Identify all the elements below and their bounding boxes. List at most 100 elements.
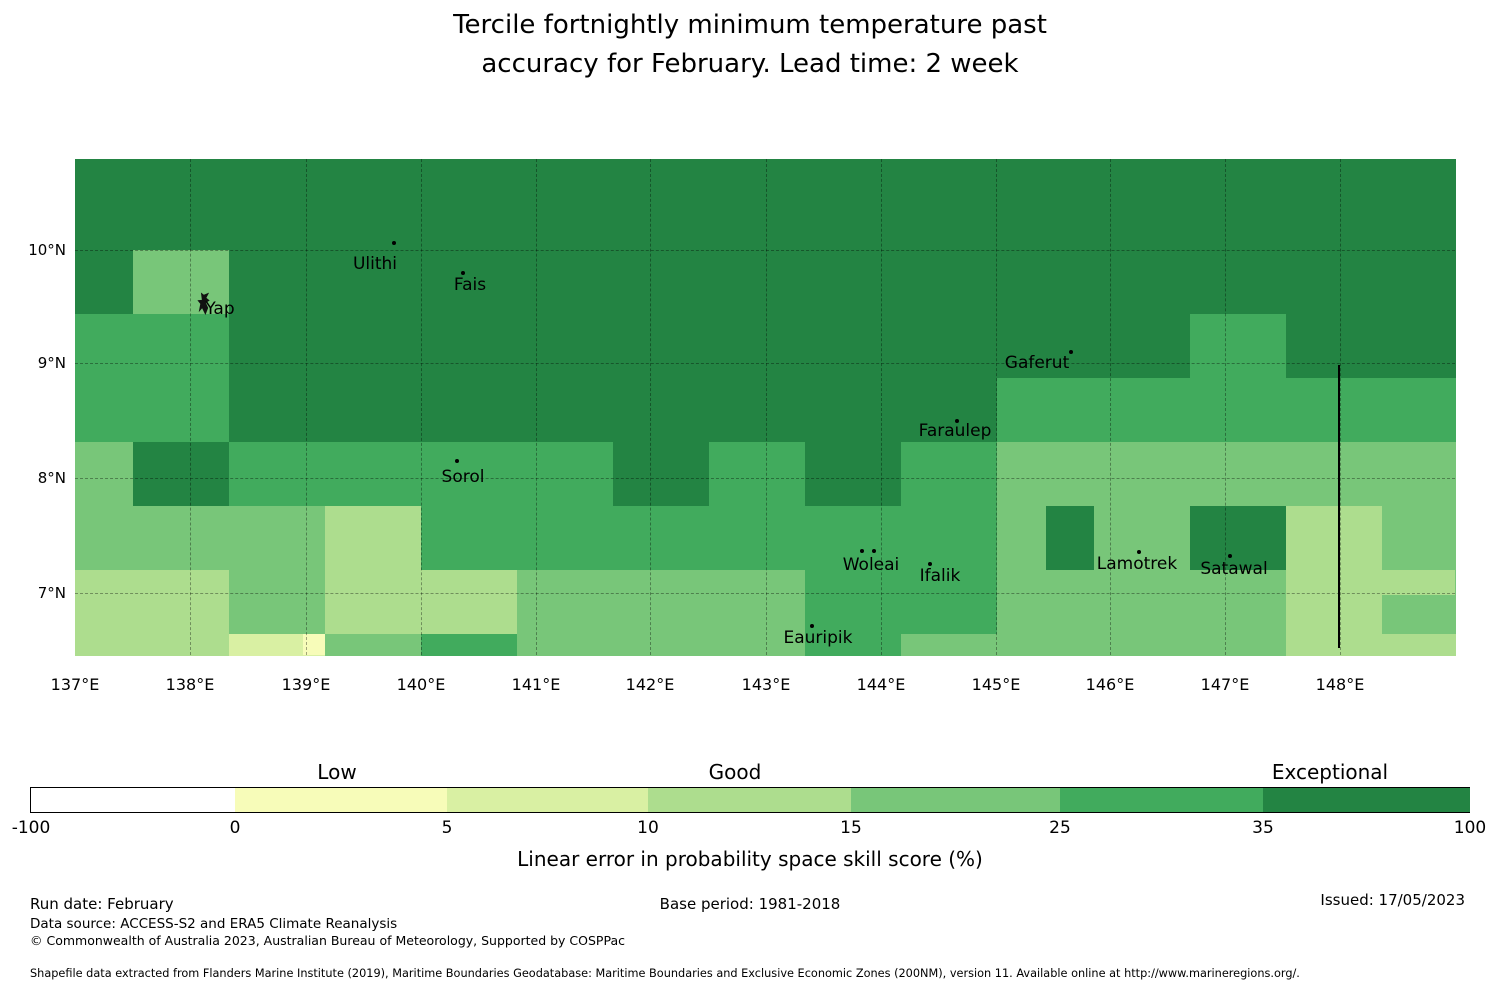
footer-run-date: Run date: February bbox=[30, 895, 174, 913]
y-axis-tick-label: 7°N bbox=[37, 584, 66, 602]
map-cell bbox=[997, 442, 1095, 507]
island-label: Ifalik bbox=[919, 566, 961, 586]
map-cell bbox=[325, 314, 422, 379]
footer-copyright: © Commonwealth of Australia 2023, Austra… bbox=[30, 933, 625, 948]
island-dot bbox=[928, 562, 932, 566]
chart-title-line1: Tercile fortnightly minimum temperature … bbox=[453, 10, 1047, 40]
map-cell bbox=[75, 186, 134, 251]
map-cell bbox=[1094, 314, 1191, 379]
map-cell bbox=[1286, 378, 1383, 443]
colorbar-segment bbox=[1060, 788, 1263, 812]
map-gridline-horizontal bbox=[75, 478, 1455, 479]
map-cell bbox=[901, 442, 998, 507]
map-cell bbox=[75, 159, 134, 187]
colorbar-tick-label: -100 bbox=[11, 818, 51, 838]
map-cell bbox=[421, 159, 518, 187]
map-cell bbox=[709, 634, 806, 656]
colorbar-category-label: Low bbox=[317, 760, 357, 784]
colorbar-bar bbox=[30, 787, 1470, 813]
colorbar-tick-label: 15 bbox=[840, 818, 862, 838]
map-cell bbox=[133, 506, 230, 571]
map-cell bbox=[229, 442, 326, 507]
map-cell bbox=[325, 506, 422, 571]
map-cell bbox=[229, 250, 326, 315]
map-cell bbox=[901, 378, 998, 443]
y-axis-tick-label: 9°N bbox=[37, 354, 66, 372]
map-cell bbox=[901, 186, 998, 251]
colorbar-tick-label: 35 bbox=[1252, 818, 1274, 838]
map-cell bbox=[805, 378, 902, 443]
colorbar-tick-label: 10 bbox=[637, 818, 659, 838]
map-cell bbox=[997, 570, 1095, 635]
map-cell bbox=[229, 634, 326, 656]
map-cell bbox=[517, 506, 614, 571]
map-cell bbox=[613, 314, 710, 379]
map-cell bbox=[1094, 159, 1191, 187]
eez-boundary-line bbox=[1338, 365, 1340, 648]
map-cell bbox=[75, 570, 134, 635]
x-axis-tick-label: 137°E bbox=[50, 675, 100, 694]
map-cell bbox=[133, 159, 230, 187]
map-cell bbox=[1286, 442, 1383, 507]
map-cell bbox=[1094, 506, 1191, 571]
colorbar-segment bbox=[648, 788, 851, 812]
x-axis-tick-label: 141°E bbox=[511, 675, 561, 694]
map-cell bbox=[1382, 250, 1456, 315]
island-dot bbox=[810, 624, 814, 628]
map-cell bbox=[805, 159, 902, 187]
map-cell bbox=[421, 250, 518, 315]
map-cell bbox=[1382, 378, 1456, 443]
map-cell bbox=[709, 250, 806, 315]
map-cell bbox=[805, 314, 902, 379]
map-gridline-vertical bbox=[536, 159, 537, 655]
map-cell bbox=[901, 250, 998, 315]
colorbar-category-label: Exceptional bbox=[1271, 760, 1389, 784]
x-axis-tick-label: 143°E bbox=[741, 675, 791, 694]
island-label: Ulithi bbox=[352, 254, 398, 274]
map-cell bbox=[805, 186, 902, 251]
map-cell bbox=[133, 570, 230, 635]
map-cell bbox=[1382, 506, 1456, 571]
map-gridline-vertical bbox=[650, 159, 651, 655]
island-label: Satawal bbox=[1200, 559, 1268, 579]
map-cell bbox=[75, 442, 134, 507]
map-cell bbox=[613, 506, 710, 571]
island-label: Lamotrek bbox=[1096, 554, 1178, 574]
island-dot bbox=[872, 549, 876, 553]
map-cell bbox=[805, 634, 902, 656]
map-cell bbox=[1094, 570, 1191, 635]
colorbar-segment bbox=[851, 788, 1060, 812]
map-cell bbox=[421, 314, 518, 379]
map-cell bbox=[517, 378, 614, 443]
map-cell bbox=[517, 186, 614, 251]
map-cell bbox=[1382, 634, 1456, 656]
map-cell bbox=[517, 314, 614, 379]
map-cell bbox=[421, 378, 518, 443]
map-cell bbox=[1286, 159, 1383, 187]
map-cell bbox=[1094, 378, 1191, 443]
island-label: Fais bbox=[453, 275, 487, 295]
x-axis-tick-label: 145°E bbox=[971, 675, 1021, 694]
map-gridline-vertical bbox=[996, 159, 997, 655]
colorbar-tick-label: 100 bbox=[1453, 818, 1487, 838]
footer-base-period: Base period: 1981-2018 bbox=[659, 895, 841, 913]
map-cell bbox=[1190, 378, 1287, 443]
island-dot bbox=[955, 419, 959, 423]
map-cell bbox=[1286, 314, 1383, 379]
map-cell bbox=[325, 159, 422, 187]
map-cell bbox=[1190, 250, 1287, 315]
map-gridline-vertical bbox=[766, 159, 767, 655]
colorbar-segment bbox=[447, 788, 648, 812]
island-label: Eauripik bbox=[783, 628, 853, 648]
map-gridline-vertical bbox=[1340, 159, 1341, 655]
map-cell bbox=[75, 506, 134, 571]
map-gridline-vertical bbox=[1225, 159, 1226, 655]
colorbar-tick-label: 0 bbox=[229, 818, 241, 838]
map-cell bbox=[517, 442, 614, 507]
map-cell bbox=[325, 570, 422, 635]
x-axis-tick-label: 139°E bbox=[281, 675, 331, 694]
map-cell bbox=[75, 378, 134, 443]
map-gridline-vertical bbox=[881, 159, 882, 655]
island-dot bbox=[1137, 550, 1141, 554]
